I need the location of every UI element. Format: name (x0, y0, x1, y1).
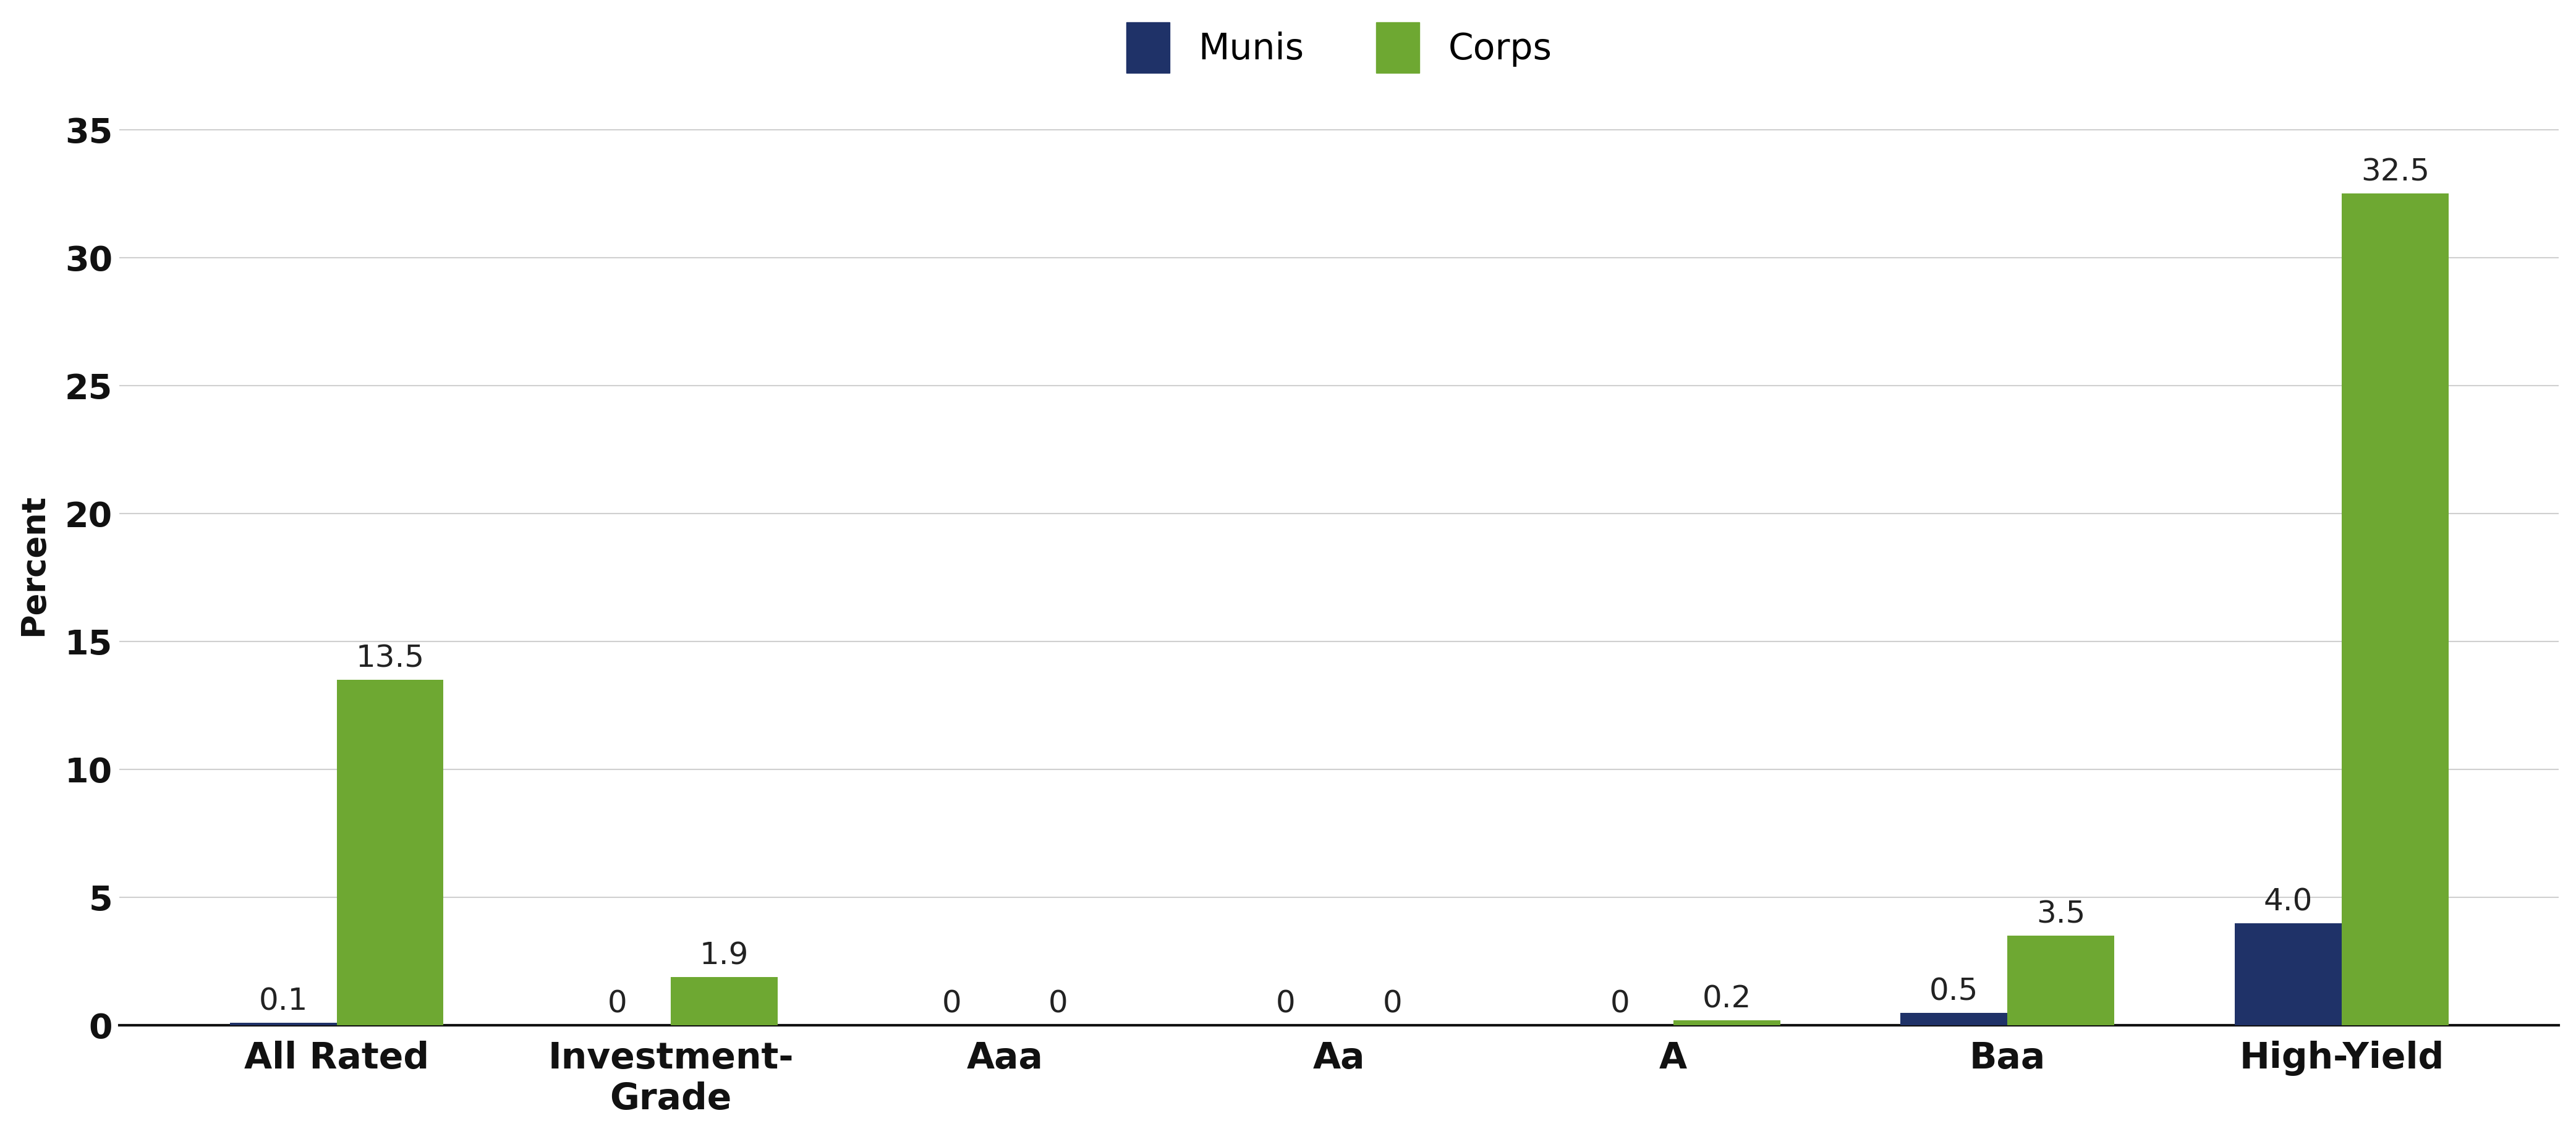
Text: 0: 0 (1610, 989, 1631, 1019)
Text: 0: 0 (1048, 989, 1069, 1019)
Bar (2236, 923, 2342, 1025)
Bar (1674, 1021, 1780, 1025)
Text: 0: 0 (1275, 989, 1296, 1019)
Text: 0.2: 0.2 (1703, 984, 1752, 1014)
Bar (337, 679, 443, 1025)
Text: 1.9: 1.9 (701, 941, 750, 971)
Bar (2007, 936, 2115, 1025)
Text: 4.0: 4.0 (2264, 887, 2313, 916)
Text: 0: 0 (608, 989, 626, 1019)
Text: 32.5: 32.5 (2360, 158, 2429, 187)
Bar (229, 1023, 337, 1025)
Bar (670, 976, 778, 1025)
Y-axis label: Percent: Percent (18, 493, 49, 636)
Text: 0: 0 (943, 989, 961, 1019)
Bar (1901, 1013, 2007, 1025)
Text: 0: 0 (1383, 989, 1401, 1019)
Text: 13.5: 13.5 (355, 644, 425, 674)
Text: 0.5: 0.5 (1929, 976, 1978, 1006)
Bar (2342, 194, 2450, 1025)
Text: 0.1: 0.1 (258, 987, 307, 1016)
Text: 3.5: 3.5 (2038, 899, 2087, 930)
Legend: Munis, Corps: Munis, Corps (1115, 11, 1564, 84)
